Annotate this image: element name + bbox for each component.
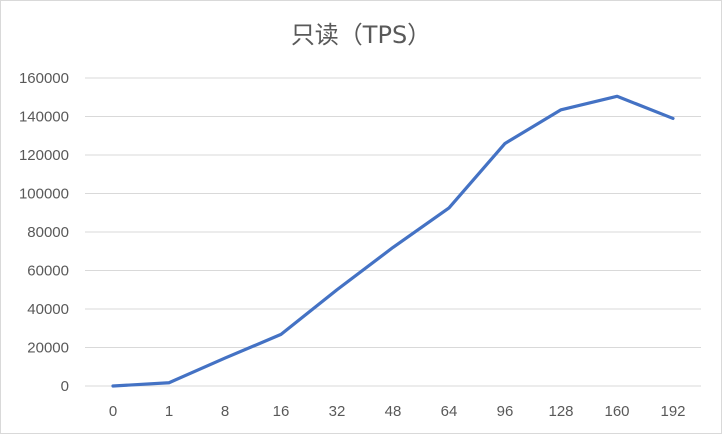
x-tick-label: 64 bbox=[441, 403, 458, 420]
y-tick-label: 100000 bbox=[19, 186, 69, 203]
y-tick-label: 60000 bbox=[27, 263, 69, 280]
x-tick-label: 192 bbox=[660, 403, 685, 420]
x-axis-tick-labels: 0 1 8 16 32 48 64 96 128 160 192 bbox=[109, 403, 686, 420]
y-axis-tick-labels: 0 20000 40000 60000 80000 100000 120000 140000 1… bbox=[19, 70, 69, 395]
x-tick-label: 1 bbox=[165, 403, 173, 420]
x-tick-label: 160 bbox=[604, 403, 629, 420]
x-tick-label: 8 bbox=[221, 403, 229, 420]
x-tick-label: 32 bbox=[329, 403, 346, 420]
x-tick-label: 128 bbox=[548, 403, 573, 420]
y-tick-label: 20000 bbox=[27, 340, 69, 357]
y-tick-label: 140000 bbox=[19, 109, 69, 126]
y-tick-label: 120000 bbox=[19, 147, 69, 164]
y-tick-label: 80000 bbox=[27, 224, 69, 241]
series-line bbox=[111, 94, 675, 388]
x-tick-label: 16 bbox=[273, 403, 290, 420]
y-tick-label: 0 bbox=[61, 378, 69, 395]
chart-title: 只读（TPS） bbox=[290, 21, 432, 49]
x-tick-label: 0 bbox=[109, 403, 117, 420]
x-tick-label: 96 bbox=[497, 403, 514, 420]
y-tick-label: 160000 bbox=[19, 70, 69, 87]
series-layer bbox=[111, 94, 675, 388]
y-tick-label: 40000 bbox=[27, 301, 69, 318]
gridlines bbox=[85, 77, 701, 387]
x-tick-label: 48 bbox=[385, 403, 402, 420]
